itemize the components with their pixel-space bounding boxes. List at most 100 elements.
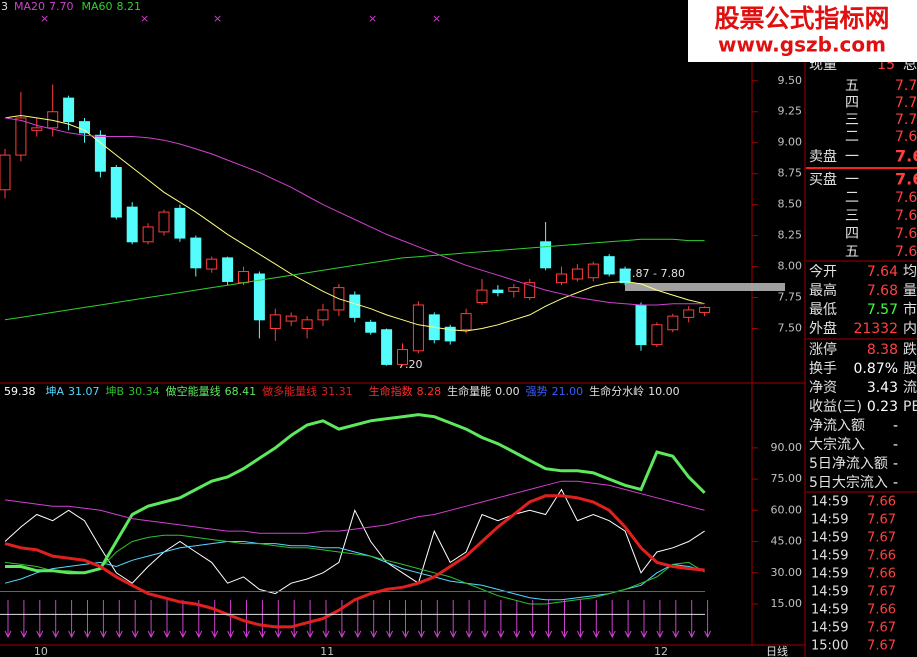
legend-value: 68.41 xyxy=(225,385,257,398)
panel-text: 三 xyxy=(845,112,859,128)
candle-body xyxy=(110,166,122,218)
panel-text: 7.7 xyxy=(895,78,917,94)
legend-value: 10.00 xyxy=(648,385,680,398)
candle-body xyxy=(683,309,695,318)
candle-body xyxy=(317,309,329,321)
y-tick-label: 15.00 xyxy=(771,597,803,610)
indicator-line xyxy=(4,534,705,605)
annotation: 7.87 - 7.80 xyxy=(625,267,685,280)
period-label: 日线 xyxy=(766,644,788,657)
candle-body xyxy=(619,268,631,284)
candle-body xyxy=(587,263,599,279)
signal-arrow xyxy=(672,600,680,639)
candle-body xyxy=(476,289,488,303)
legend-entry: 59.38 xyxy=(4,385,36,398)
panel-text: 最高 xyxy=(809,282,837,299)
panel-text: - xyxy=(893,475,898,491)
indicator-line xyxy=(4,494,705,629)
panel-text: 四 xyxy=(845,95,859,111)
y-tick-label: 8.00 xyxy=(778,260,803,273)
legend-entry: 做多能量线 31.31 xyxy=(262,384,353,398)
panel-text: 最低 xyxy=(809,302,837,318)
panel-text: 7.67 xyxy=(867,639,896,654)
indicator-line xyxy=(4,480,705,534)
legend-entry: MA20 7.70 xyxy=(14,0,74,13)
y-tick-label: 60.00 xyxy=(771,503,803,516)
legend-value: 0.00 xyxy=(495,385,520,398)
panel-text: 7.6 xyxy=(895,226,917,242)
panel-text: 8.38 xyxy=(867,342,898,358)
panel-text: 7.6 xyxy=(895,129,917,145)
legend-entry: 强势 21.00 xyxy=(526,385,584,398)
panel-text: - xyxy=(893,418,898,434)
panel-text: 净资 xyxy=(809,380,837,396)
candle-body xyxy=(301,319,313,330)
watermark-url: www.gszb.com xyxy=(718,33,886,57)
panel-text: 今开 xyxy=(809,264,837,280)
candle-body xyxy=(540,241,552,269)
candle-body xyxy=(15,117,27,156)
panel-text: 四 xyxy=(845,226,859,242)
legend-name: 坤B xyxy=(106,384,125,398)
top-markers: × × × × × xyxy=(40,12,441,25)
signal-arrow xyxy=(402,600,409,639)
signal-arrow xyxy=(52,600,60,639)
signal-arrow xyxy=(68,600,76,639)
signal-arrow xyxy=(99,600,107,639)
signal-arrow xyxy=(227,600,235,639)
signal-arrow xyxy=(179,600,187,639)
panel-text: 14:59 xyxy=(811,621,848,636)
signal-arrow xyxy=(243,600,250,639)
signal-arrow xyxy=(163,600,171,639)
panel-text: 14:59 xyxy=(811,603,848,618)
signal-arrow xyxy=(608,600,616,639)
panel-text: 净流入额 xyxy=(809,418,865,434)
legend-entry: MA60 8.21 xyxy=(82,0,142,13)
y-tick-label: 8.75 xyxy=(778,167,803,180)
legend-name: 坤A xyxy=(46,384,65,398)
legend-entry: 坤B30.34 xyxy=(106,384,160,398)
panel-text: 14:59 xyxy=(811,585,848,600)
ma-line xyxy=(4,238,705,321)
signal-arrow xyxy=(640,600,648,639)
signal-arrow xyxy=(688,600,696,639)
candle-body xyxy=(381,329,393,365)
marker: × xyxy=(40,12,49,25)
y-tick-label: 9.00 xyxy=(778,136,803,149)
candle-body xyxy=(603,256,615,275)
signal-arrow xyxy=(290,600,298,639)
legend-name: MA20 xyxy=(14,0,45,13)
candle-body xyxy=(285,315,297,322)
panel-text: - xyxy=(893,456,898,472)
panel-text: 14:59 xyxy=(811,549,848,564)
legend-entry: 生命分水岭 10.00 xyxy=(589,384,680,398)
marker: × xyxy=(432,12,441,25)
panel-text: 市 xyxy=(903,301,917,318)
legend-name: 生命分水岭 xyxy=(589,384,644,398)
panel-text: 7.64 xyxy=(867,264,898,280)
panel-text: 五 xyxy=(845,244,859,260)
legend-value: 8.21 xyxy=(117,0,142,13)
signal-arrow xyxy=(147,600,155,639)
watermark-title: 股票公式指标网 xyxy=(714,4,889,33)
legend-name: 做空能量线 xyxy=(166,384,221,398)
candle-body xyxy=(651,324,663,346)
signal-arrow xyxy=(545,600,553,639)
panel-text: 一 xyxy=(845,149,859,165)
signal-arrow xyxy=(370,600,378,639)
x-tick-label: 10 xyxy=(34,645,48,657)
panel-text: 14:59 xyxy=(811,567,848,582)
panel-text: 量 xyxy=(903,283,917,299)
y-tick-label: 7.75 xyxy=(778,291,803,304)
panel-text: 14:59 xyxy=(811,495,848,510)
indicator-line xyxy=(5,413,706,575)
signal-arrow xyxy=(386,600,394,639)
signal-arrow xyxy=(274,600,282,639)
panel-text: PE xyxy=(903,399,917,415)
candle-body xyxy=(94,134,106,172)
candle-body xyxy=(699,306,711,313)
signal-arrow xyxy=(306,600,314,639)
candle-body xyxy=(444,326,456,342)
panel-text: 3.43 xyxy=(867,380,898,396)
